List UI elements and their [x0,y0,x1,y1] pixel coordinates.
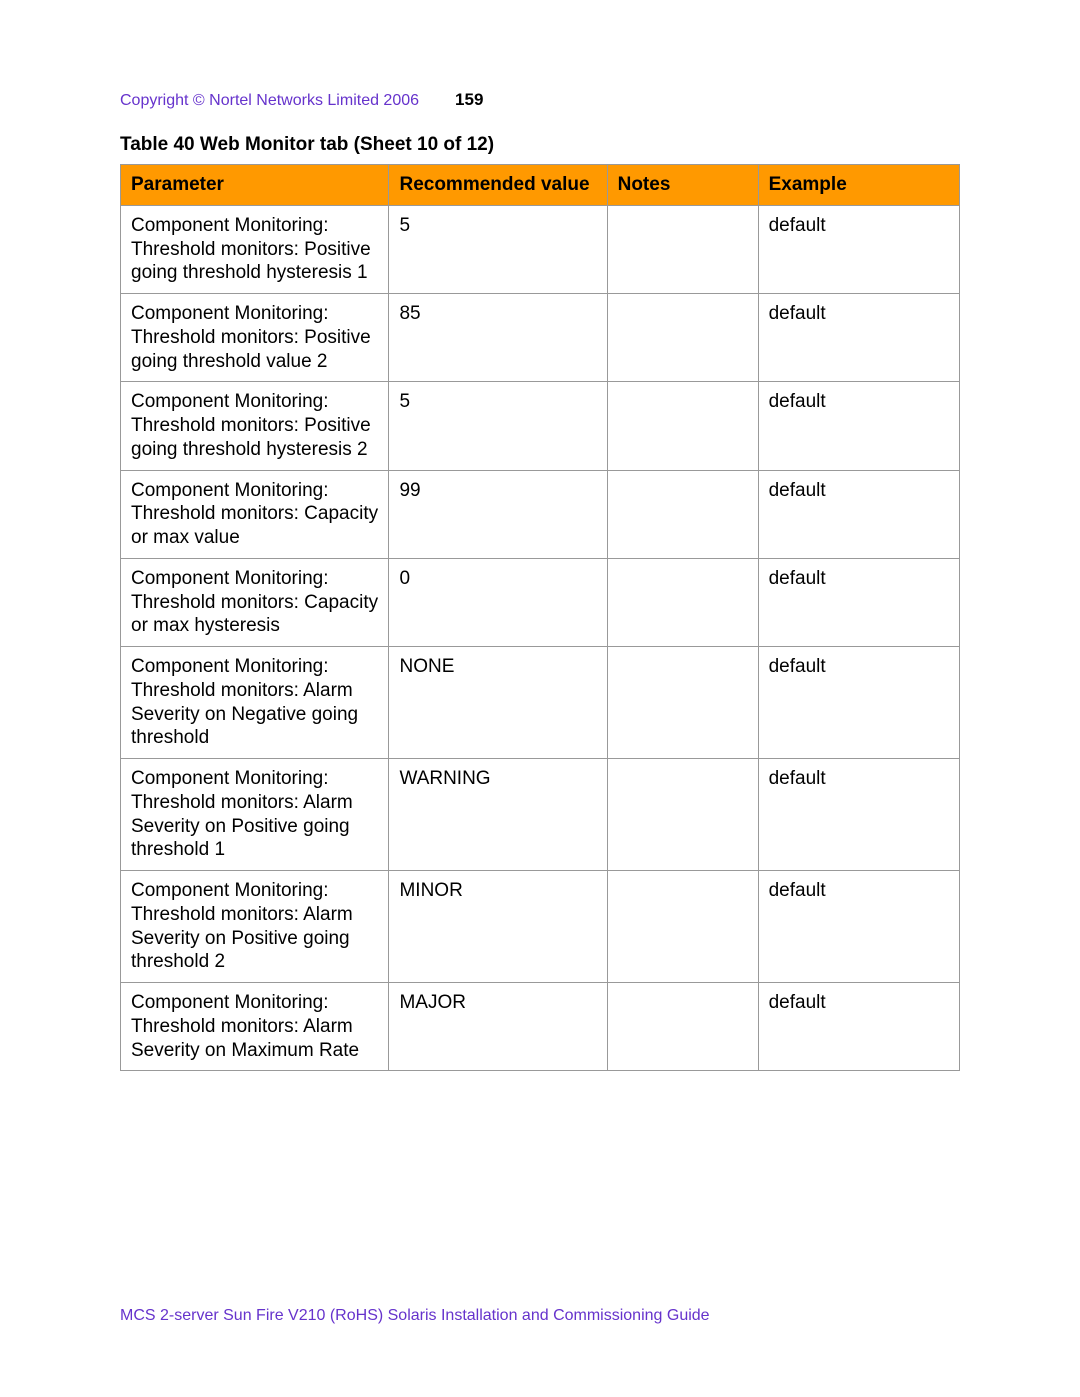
cell-recommended: 85 [389,294,607,382]
cell-notes [607,759,758,871]
cell-example: default [758,558,959,646]
table-row: Component Monitoring: Threshold monitors… [121,470,960,558]
cell-recommended: 5 [389,382,607,470]
col-header-parameter: Parameter [121,165,389,206]
cell-notes [607,983,758,1071]
page-footer: MCS 2-server Sun Fire V210 (RoHS) Solari… [120,1307,710,1325]
cell-recommended: MAJOR [389,983,607,1071]
cell-example: default [758,205,959,293]
cell-example: default [758,983,959,1071]
cell-notes [607,647,758,759]
cell-recommended: WARNING [389,759,607,871]
cell-example: default [758,470,959,558]
cell-example: default [758,759,959,871]
table-row: Component Monitoring: Threshold monitors… [121,759,960,871]
cell-recommended: 99 [389,470,607,558]
cell-parameter: Component Monitoring: Threshold monitors… [121,382,389,470]
cell-parameter: Component Monitoring: Threshold monitors… [121,470,389,558]
cell-parameter: Component Monitoring: Threshold monitors… [121,759,389,871]
cell-notes [607,382,758,470]
cell-notes [607,871,758,983]
cell-recommended: NONE [389,647,607,759]
page-number: 159 [455,90,483,110]
col-header-recommended: Recommended value [389,165,607,206]
cell-parameter: Component Monitoring: Threshold monitors… [121,647,389,759]
table-title: Table 40 Web Monitor tab (Sheet 10 of 12… [120,134,960,156]
cell-notes [607,558,758,646]
table-row: Component Monitoring: Threshold monitors… [121,205,960,293]
document-page: Copyright © Nortel Networks Limited 2006… [0,0,1080,1131]
cell-recommended: 0 [389,558,607,646]
page-header: Copyright © Nortel Networks Limited 2006… [120,90,960,110]
cell-recommended: 5 [389,205,607,293]
col-header-notes: Notes [607,165,758,206]
cell-parameter: Component Monitoring: Threshold monitors… [121,205,389,293]
table-header-row: Parameter Recommended value Notes Exampl… [121,165,960,206]
table-row: Component Monitoring: Threshold monitors… [121,294,960,382]
cell-recommended: MINOR [389,871,607,983]
col-header-example: Example [758,165,959,206]
table-row: Component Monitoring: Threshold monitors… [121,871,960,983]
cell-notes [607,205,758,293]
cell-parameter: Component Monitoring: Threshold monitors… [121,294,389,382]
table-row: Component Monitoring: Threshold monitors… [121,382,960,470]
copyright-text: Copyright © Nortel Networks Limited 2006 [120,92,419,110]
web-monitor-table: Parameter Recommended value Notes Exampl… [120,164,960,1071]
cell-example: default [758,382,959,470]
cell-parameter: Component Monitoring: Threshold monitors… [121,983,389,1071]
cell-example: default [758,294,959,382]
cell-notes [607,470,758,558]
cell-notes [607,294,758,382]
cell-example: default [758,871,959,983]
table-row: Component Monitoring: Threshold monitors… [121,558,960,646]
cell-parameter: Component Monitoring: Threshold monitors… [121,558,389,646]
cell-parameter: Component Monitoring: Threshold monitors… [121,871,389,983]
table-row: Component Monitoring: Threshold monitors… [121,647,960,759]
cell-example: default [758,647,959,759]
table-row: Component Monitoring: Threshold monitors… [121,983,960,1071]
